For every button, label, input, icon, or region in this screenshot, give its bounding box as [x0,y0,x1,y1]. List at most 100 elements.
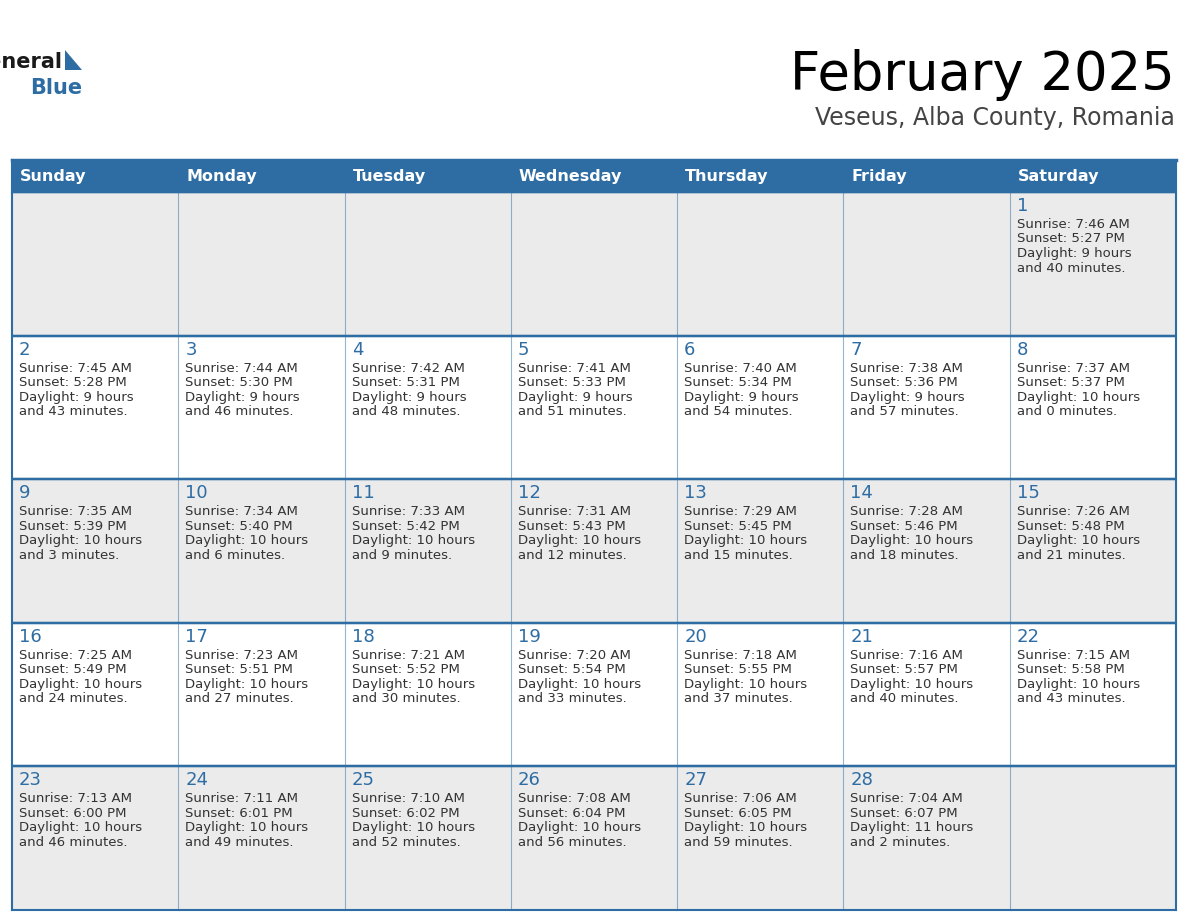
Text: Daylight: 10 hours: Daylight: 10 hours [518,677,642,691]
Text: Sunset: 5:34 PM: Sunset: 5:34 PM [684,376,792,389]
Text: Sunrise: 7:06 AM: Sunrise: 7:06 AM [684,792,797,805]
Text: Sunset: 5:51 PM: Sunset: 5:51 PM [185,664,293,677]
Bar [1010,192,1176,336]
Text: Sunrise: 7:20 AM: Sunrise: 7:20 AM [518,649,631,662]
Text: and 18 minutes.: and 18 minutes. [851,549,959,562]
Text: 18: 18 [352,628,374,645]
Text: and 12 minutes.: and 12 minutes. [518,549,626,562]
Text: and 37 minutes.: and 37 minutes. [684,692,792,705]
Text: Sunset: 6:07 PM: Sunset: 6:07 PM [851,807,958,820]
Text: Sunset: 5:36 PM: Sunset: 5:36 PM [851,376,959,389]
Text: 1: 1 [1017,197,1028,215]
Bar [677,192,843,336]
Text: 6: 6 [684,341,695,359]
Bar [677,479,843,622]
Text: Daylight: 10 hours: Daylight: 10 hours [19,534,143,547]
Bar [511,192,677,336]
Polygon shape [65,50,82,70]
Text: and 40 minutes.: and 40 minutes. [1017,262,1125,274]
Text: and 33 minutes.: and 33 minutes. [518,692,626,705]
Bar [178,622,345,767]
Text: and 43 minutes.: and 43 minutes. [1017,692,1125,705]
Text: Sunday: Sunday [20,169,87,184]
Bar [345,622,511,767]
Text: 26: 26 [518,771,541,789]
Bar [511,479,677,622]
Text: Blue: Blue [30,78,82,98]
Bar [345,336,511,479]
Bar [1010,336,1176,479]
Text: 2: 2 [19,341,31,359]
Bar [1010,622,1176,767]
Bar [843,767,1010,910]
Text: Sunrise: 7:13 AM: Sunrise: 7:13 AM [19,792,132,805]
Text: 9: 9 [19,484,31,502]
Text: and 9 minutes.: and 9 minutes. [352,549,451,562]
Text: 19: 19 [518,628,541,645]
Text: Daylight: 10 hours: Daylight: 10 hours [352,534,475,547]
Text: Sunset: 6:05 PM: Sunset: 6:05 PM [684,807,791,820]
Text: Daylight: 10 hours: Daylight: 10 hours [1017,677,1139,691]
Text: Sunset: 5:37 PM: Sunset: 5:37 PM [1017,376,1125,389]
Text: and 46 minutes.: and 46 minutes. [185,405,293,418]
Text: Daylight: 10 hours: Daylight: 10 hours [1017,390,1139,404]
Bar [12,160,1176,192]
Text: and 24 minutes.: and 24 minutes. [19,692,127,705]
Text: and 40 minutes.: and 40 minutes. [851,692,959,705]
Bar [511,767,677,910]
Text: and 46 minutes.: and 46 minutes. [19,836,127,849]
Text: February 2025: February 2025 [790,49,1175,101]
Text: Sunset: 5:31 PM: Sunset: 5:31 PM [352,376,460,389]
Text: and 27 minutes.: and 27 minutes. [185,692,295,705]
Text: Daylight: 9 hours: Daylight: 9 hours [19,390,133,404]
Text: Sunset: 5:58 PM: Sunset: 5:58 PM [1017,664,1125,677]
Text: 13: 13 [684,484,707,502]
Text: Sunrise: 7:34 AM: Sunrise: 7:34 AM [185,505,298,518]
Bar [843,622,1010,767]
Text: 21: 21 [851,628,873,645]
Text: Daylight: 10 hours: Daylight: 10 hours [518,822,642,834]
Text: 10: 10 [185,484,208,502]
Bar [843,479,1010,622]
Text: Sunset: 6:01 PM: Sunset: 6:01 PM [185,807,293,820]
Text: and 56 minutes.: and 56 minutes. [518,836,626,849]
Text: Daylight: 10 hours: Daylight: 10 hours [185,677,309,691]
Bar [345,767,511,910]
Text: Daylight: 10 hours: Daylight: 10 hours [851,534,973,547]
Text: Daylight: 10 hours: Daylight: 10 hours [185,534,309,547]
Text: Sunset: 5:54 PM: Sunset: 5:54 PM [518,664,626,677]
Text: 25: 25 [352,771,374,789]
Bar [345,479,511,622]
Text: Daylight: 9 hours: Daylight: 9 hours [518,390,632,404]
Text: General: General [0,52,62,72]
Bar [843,336,1010,479]
Text: 15: 15 [1017,484,1040,502]
Text: and 30 minutes.: and 30 minutes. [352,692,460,705]
Bar [843,192,1010,336]
Text: and 51 minutes.: and 51 minutes. [518,405,626,418]
Text: Sunrise: 7:29 AM: Sunrise: 7:29 AM [684,505,797,518]
Text: Wednesday: Wednesday [519,169,623,184]
Text: Sunset: 5:52 PM: Sunset: 5:52 PM [352,664,460,677]
Text: 20: 20 [684,628,707,645]
Text: and 52 minutes.: and 52 minutes. [352,836,460,849]
Text: Sunrise: 7:08 AM: Sunrise: 7:08 AM [518,792,631,805]
Text: and 43 minutes.: and 43 minutes. [19,405,127,418]
Bar [12,479,178,622]
Text: Sunset: 5:45 PM: Sunset: 5:45 PM [684,520,792,532]
Text: Sunset: 5:40 PM: Sunset: 5:40 PM [185,520,293,532]
Text: Sunrise: 7:45 AM: Sunrise: 7:45 AM [19,362,132,375]
Text: Sunrise: 7:15 AM: Sunrise: 7:15 AM [1017,649,1130,662]
Text: Daylight: 9 hours: Daylight: 9 hours [684,390,798,404]
Text: Daylight: 9 hours: Daylight: 9 hours [185,390,299,404]
Text: and 6 minutes.: and 6 minutes. [185,549,285,562]
Bar [677,336,843,479]
Text: Sunrise: 7:18 AM: Sunrise: 7:18 AM [684,649,797,662]
Text: Daylight: 10 hours: Daylight: 10 hours [352,822,475,834]
Text: 3: 3 [185,341,197,359]
Text: 17: 17 [185,628,208,645]
Text: Daylight: 10 hours: Daylight: 10 hours [352,677,475,691]
Bar [12,192,178,336]
Text: Sunrise: 7:26 AM: Sunrise: 7:26 AM [1017,505,1130,518]
Text: Sunrise: 7:37 AM: Sunrise: 7:37 AM [1017,362,1130,375]
